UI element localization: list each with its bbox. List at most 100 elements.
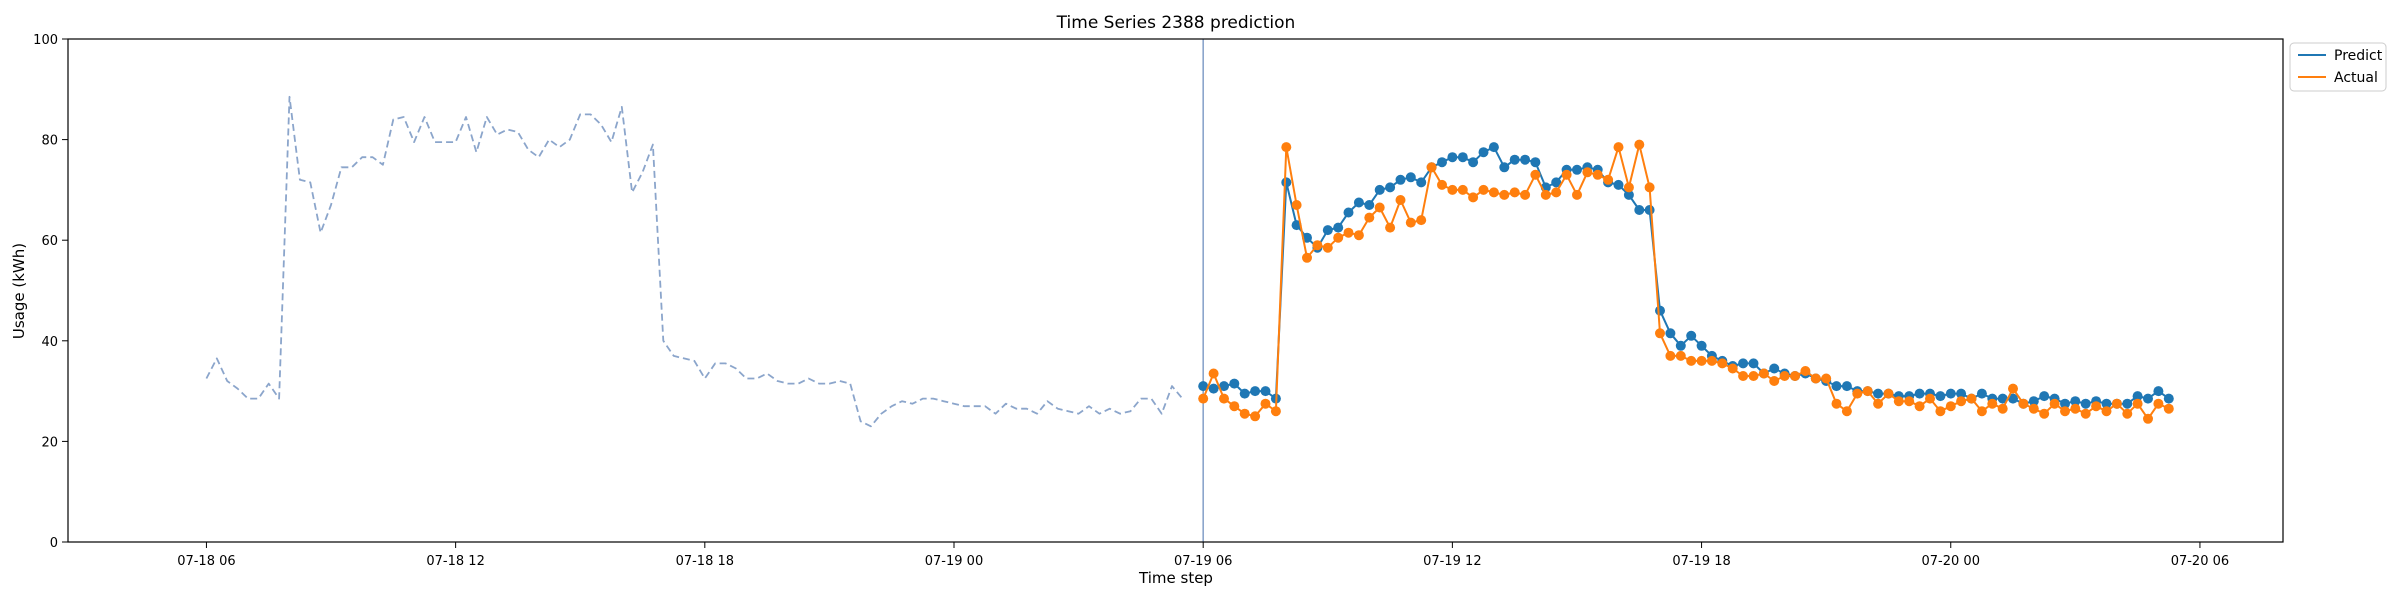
actual-point (1582, 167, 1593, 178)
actual-point (1831, 398, 1842, 409)
actual-point (1655, 328, 1665, 339)
predict-point (2163, 393, 2174, 404)
predict-point (1260, 386, 1271, 397)
predict-point (1644, 205, 1655, 215)
predict-point (1976, 388, 1987, 399)
y-tick-label: 80 (41, 134, 58, 149)
predict-point (1935, 391, 1946, 402)
y-tick-label: 0 (50, 536, 58, 551)
actual-point (1333, 232, 1344, 243)
actual-point (1966, 393, 1977, 404)
predict-point (1395, 174, 1406, 185)
x-tick-label: 07-19 18 (1672, 554, 1730, 569)
actual-point (2039, 408, 2050, 419)
predict-point (1696, 340, 1707, 351)
predict-point (1416, 177, 1427, 188)
y-tick-label: 40 (41, 335, 58, 350)
predict-point (1634, 205, 1645, 215)
actual-point (1841, 406, 1852, 417)
x-axis-label: Time step (1138, 569, 1213, 587)
actual-point (1727, 363, 1738, 374)
predict-point (1841, 381, 1852, 392)
actual-point (2028, 403, 2039, 414)
actual-point (1644, 182, 1655, 193)
actual-point (1208, 368, 1219, 379)
x-tick-label: 07-19 00 (925, 554, 983, 569)
history-series-line (205, 95, 1184, 428)
actual-point (1613, 142, 1624, 153)
actual-point (1883, 388, 1894, 399)
predict-point (1281, 177, 1292, 188)
predict-point (1509, 154, 1520, 165)
actual-point (1551, 187, 1562, 198)
predict-point (1208, 383, 1219, 394)
predict-point (1530, 157, 1541, 168)
actual-point (1291, 200, 1302, 210)
actual-point (1219, 393, 1229, 404)
predict-point (1956, 388, 1967, 399)
legend: Predict Actual (2289, 42, 2387, 92)
actual-point (1852, 388, 1863, 399)
predict-point (1769, 363, 1780, 374)
actual-point (1592, 169, 1603, 180)
y-axis-label: Usage (kWh) (10, 243, 28, 339)
predict-point (1914, 388, 1925, 399)
actual-point (1322, 242, 1333, 253)
actual-point (1364, 212, 1375, 223)
actual-point (1520, 189, 1531, 200)
actual-point (1374, 202, 1385, 213)
actual-point (1696, 355, 1707, 366)
predict-point (1405, 172, 1416, 183)
actual-point (1987, 398, 1998, 409)
predict-point (2070, 396, 2081, 407)
x-tick-label: 07-19 12 (1423, 554, 1481, 569)
actual-point (1385, 222, 1396, 233)
actual-point (1312, 240, 1323, 251)
predict-point (1748, 358, 1759, 369)
legend-actual-label: Actual (2334, 70, 2378, 86)
actual-point (2111, 398, 2122, 409)
predict-point (1499, 162, 1510, 173)
predict-point (2080, 398, 2091, 409)
predict-point (1613, 179, 1624, 190)
predict-point (1520, 154, 1531, 165)
x-tick-label: 07-20 06 (2171, 554, 2229, 569)
predict-point (1457, 152, 1468, 163)
predict-point (2153, 386, 2164, 397)
actual-point (1447, 184, 1458, 195)
actual-point (1302, 252, 1312, 263)
actual-point (1873, 398, 1884, 409)
predict-point (1229, 378, 1240, 389)
predict-point (1374, 184, 1385, 195)
actual-point (1530, 169, 1541, 180)
predict-point (1873, 388, 1884, 399)
actual-point (1198, 393, 1209, 404)
actual-point (2018, 398, 2029, 409)
predict-point (1675, 340, 1686, 351)
actual-point (1675, 350, 1686, 361)
y-tick-label: 20 (41, 435, 58, 450)
actual-point (1281, 142, 1292, 153)
predict-point (1219, 381, 1229, 392)
actual-point (1416, 215, 1427, 226)
predict-point (1831, 381, 1842, 392)
predict-point (1623, 189, 1634, 200)
predict-point (2122, 398, 2133, 409)
actual-point (2101, 406, 2112, 417)
predict-point (1488, 142, 1499, 153)
actual-point (2049, 398, 2060, 409)
predict-point (1364, 200, 1375, 210)
actual-point (1561, 169, 1572, 180)
actual-point (1976, 406, 1987, 417)
actual-point (1478, 184, 1489, 195)
actual-point (1925, 393, 1935, 404)
actual-point (2060, 406, 2070, 417)
predict-point (2060, 398, 2070, 409)
actual-point (2070, 403, 2081, 414)
actual-point (1706, 355, 1717, 366)
actual-point (1509, 187, 1520, 198)
plot-frame (67, 38, 2284, 543)
actual-point (1488, 187, 1499, 198)
